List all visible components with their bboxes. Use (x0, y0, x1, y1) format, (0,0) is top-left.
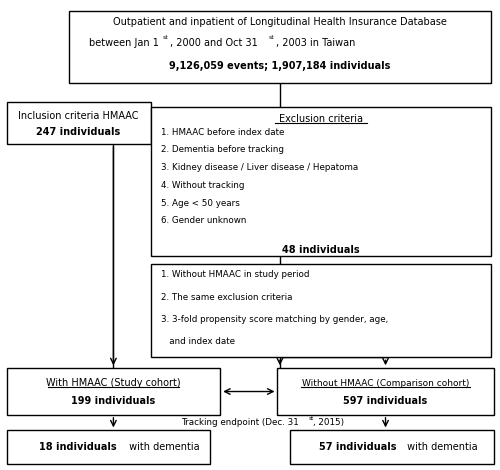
Text: 2. The same exclusion criteria: 2. The same exclusion criteria (160, 293, 292, 302)
Text: Tracking endpoint (Dec. 31: Tracking endpoint (Dec. 31 (180, 418, 298, 427)
FancyBboxPatch shape (150, 264, 491, 357)
Text: st: st (309, 416, 314, 421)
FancyBboxPatch shape (290, 431, 494, 464)
Text: 3. 3-fold propensity score matching by gender, age,: 3. 3-fold propensity score matching by g… (160, 315, 388, 324)
FancyBboxPatch shape (6, 368, 220, 415)
Text: With HMAAC (Study cohort): With HMAAC (Study cohort) (46, 378, 180, 388)
Text: 199 individuals: 199 individuals (72, 396, 156, 406)
Text: 57 individuals: 57 individuals (318, 442, 396, 452)
Text: 6. Gender unknown: 6. Gender unknown (160, 217, 246, 226)
Text: st: st (269, 35, 274, 40)
Text: and index date: and index date (160, 337, 234, 346)
Text: 3. Kidney disease / Liver disease / Hepatoma: 3. Kidney disease / Liver disease / Hepa… (160, 163, 358, 172)
Text: 18 individuals: 18 individuals (39, 442, 117, 452)
Text: 5. Age < 50 years: 5. Age < 50 years (160, 199, 240, 208)
Text: with dementia: with dementia (126, 442, 200, 452)
FancyBboxPatch shape (6, 102, 150, 144)
Text: Inclusion criteria HMAAC: Inclusion criteria HMAAC (18, 111, 139, 121)
Text: Without HMAAC (Comparison cohort): Without HMAAC (Comparison cohort) (302, 379, 469, 388)
Text: , 2003 in Taiwan: , 2003 in Taiwan (276, 39, 356, 48)
FancyBboxPatch shape (278, 368, 494, 415)
Text: between Jan 1: between Jan 1 (88, 39, 158, 48)
Text: with dementia: with dementia (404, 442, 478, 452)
Text: st: st (163, 35, 169, 40)
Text: 247 individuals: 247 individuals (36, 127, 120, 137)
Text: , 2000 and Oct 31: , 2000 and Oct 31 (170, 39, 258, 48)
Text: , 2015): , 2015) (313, 418, 344, 427)
Text: 1. HMAAC before index date: 1. HMAAC before index date (160, 128, 284, 137)
Text: 2. Dementia before tracking: 2. Dementia before tracking (160, 146, 284, 155)
FancyBboxPatch shape (6, 431, 210, 464)
Text: 9,126,059 events; 1,907,184 individuals: 9,126,059 events; 1,907,184 individuals (169, 61, 390, 71)
Text: 597 individuals: 597 individuals (344, 396, 427, 406)
Text: Outpatient and inpatient of Longitudinal Health Insurance Database: Outpatient and inpatient of Longitudinal… (113, 17, 447, 27)
Text: 1. Without HMAAC in study period: 1. Without HMAAC in study period (160, 270, 309, 279)
Text: Exclusion criteria: Exclusion criteria (279, 114, 363, 124)
FancyBboxPatch shape (150, 107, 491, 256)
Text: 48 individuals: 48 individuals (282, 245, 360, 255)
Text: 4. Without tracking: 4. Without tracking (160, 181, 244, 190)
FancyBboxPatch shape (68, 11, 491, 83)
